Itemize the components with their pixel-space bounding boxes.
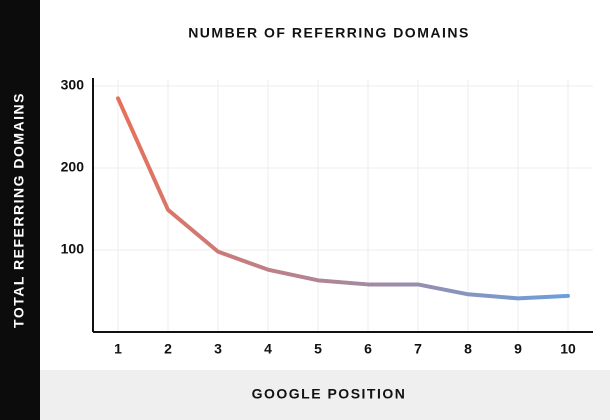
y-label-band [0,0,40,420]
x-tick-label: 8 [464,341,472,357]
x-axis-label: GOOGLE POSITION [252,386,407,402]
y-tick-label: 300 [61,77,85,93]
chart-title: NUMBER OF REFERRING DOMAINS [188,25,470,41]
x-tick-label: 10 [560,341,576,357]
x-tick-label: 6 [364,341,372,357]
x-label-band [40,370,610,420]
line [116,96,570,301]
x-tick-label: 9 [514,341,522,357]
y-axis-label: TOTAL REFERRING DOMAINS [11,92,27,328]
y-tick-label: 200 [61,159,85,175]
x-tick-label: 7 [414,341,422,357]
x-tick-label: 1 [114,341,122,357]
x-tick-label: 2 [164,341,172,357]
x-tick-label: 4 [264,341,272,357]
x-tick-label: 3 [214,341,222,357]
y-tick-label: 100 [61,241,85,257]
x-tick-label: 5 [314,341,322,357]
